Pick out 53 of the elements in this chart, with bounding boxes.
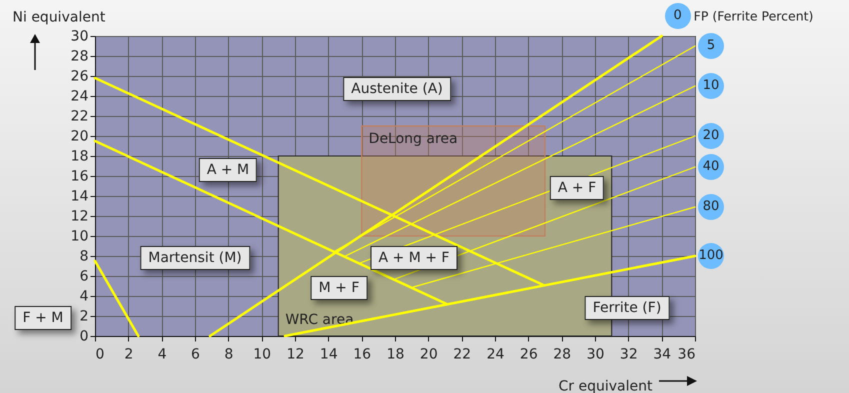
x-tick-label: 20 — [420, 346, 438, 362]
x-tick-label: 14 — [320, 346, 338, 362]
x-tick-label: 24 — [486, 346, 504, 362]
annotation: A + M + F — [370, 246, 458, 270]
annotation: Austenite (A) — [343, 77, 451, 101]
y-tick-label: 6 — [80, 268, 89, 284]
y-tick-label: 14 — [70, 188, 89, 204]
x-tick-label: 18 — [386, 346, 404, 362]
x-tick-label: 2 — [124, 346, 134, 362]
y-tick-label: 26 — [70, 68, 89, 84]
y-tick-label: 20 — [70, 128, 88, 144]
series-label: 5 — [698, 33, 724, 59]
y-tick-label: 10 — [70, 228, 88, 244]
x-tick-label: 6 — [191, 346, 200, 362]
x-tick-label: 8 — [224, 346, 234, 362]
y-tick-label: 18 — [70, 148, 88, 164]
x-tick-label: 28 — [553, 346, 572, 362]
series-label: 0 — [664, 3, 691, 29]
x-tick-label: 34 — [653, 346, 672, 362]
y-tick-label: 12 — [70, 208, 88, 224]
y-tick-label: 22 — [70, 108, 88, 124]
y-tick-label: 28 — [70, 48, 88, 64]
y-tick-label: 16 — [70, 168, 89, 184]
series-label: 10 — [698, 73, 724, 99]
x-tick-label: 4 — [158, 346, 167, 362]
x-tick-label: 16 — [353, 346, 372, 362]
annotation: Ferrite (F) — [584, 296, 670, 320]
series-label: 40 — [698, 154, 724, 180]
y-tick-label: 8 — [80, 248, 88, 264]
y-tick-label: 0 — [80, 328, 88, 344]
y-tick-label: 30 — [70, 28, 88, 44]
text: F + M — [14, 306, 72, 330]
y-tick-label: 24 — [70, 88, 89, 104]
x-tick-label: 0 — [96, 346, 104, 362]
x-tick-label: 32 — [620, 346, 638, 362]
x-tick-label: 26 — [520, 346, 538, 362]
x-tick-label: 10 — [253, 346, 272, 362]
y-tick-label: 2 — [80, 308, 88, 324]
y-tick-label: 4 — [80, 288, 89, 304]
x-tick-label: 22 — [453, 346, 472, 362]
series-label: DeLong area — [368, 131, 458, 147]
annotation: Martensit (M) — [140, 246, 250, 270]
series-label: 20 — [698, 123, 724, 149]
legend-title: FP (Ferrite Percent) — [694, 8, 814, 24]
y-axis-title: Ni equivalent — [12, 10, 106, 26]
annotation: A + M — [198, 158, 258, 182]
annotation: A + F — [550, 176, 604, 200]
x-tick-label: 12 — [286, 346, 304, 362]
series-label: 100 — [698, 243, 724, 269]
series-label: 80 — [698, 194, 724, 220]
annotation: M + F — [310, 276, 368, 300]
x-tick-label: 30 — [586, 346, 604, 362]
x-tick-label: 36 — [678, 346, 696, 362]
